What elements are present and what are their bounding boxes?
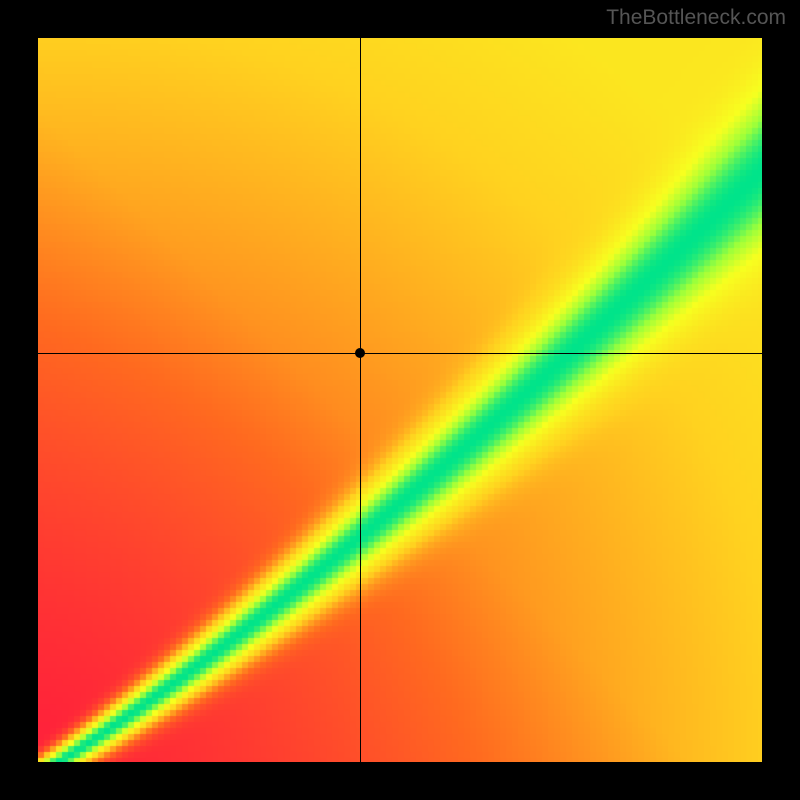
marker-dot (355, 348, 365, 358)
chart-container (18, 32, 782, 792)
watermark-text: TheBottleneck.com (606, 6, 786, 30)
crosshair-horizontal (38, 353, 762, 354)
heatmap-canvas (38, 38, 762, 762)
plot-area (38, 38, 762, 762)
crosshair-vertical (360, 38, 361, 762)
